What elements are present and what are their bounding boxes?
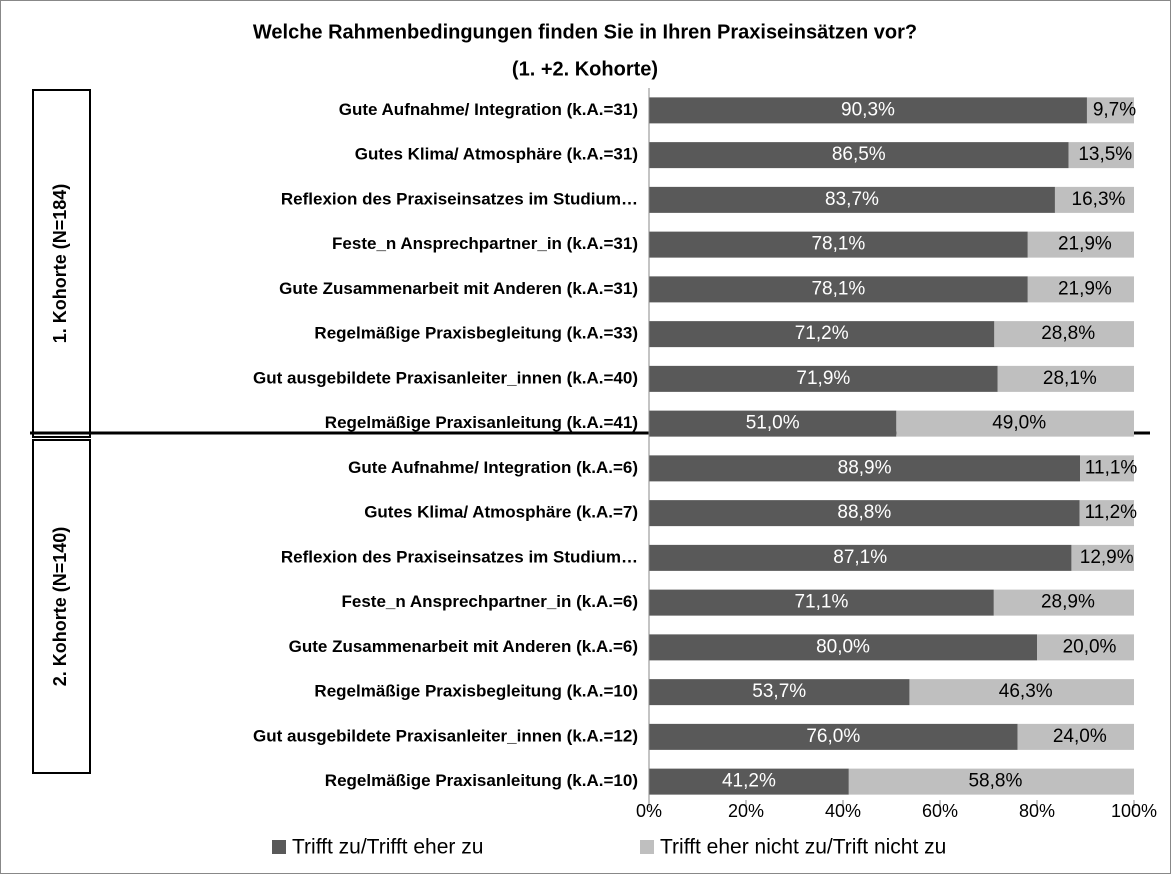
value-label: 28,1% — [1043, 368, 1097, 389]
bar-segment — [1068, 142, 1134, 169]
category-label: Reflexion des Praxiseinsatzes im Studium… — [281, 189, 638, 208]
bar-segment — [1054, 186, 1134, 213]
value-label: 16,3% — [1072, 189, 1126, 210]
value-label: 11,1% — [1085, 457, 1138, 478]
value-label: 87,1% — [833, 547, 887, 568]
bar-segment — [649, 589, 994, 616]
category-label: Gute Aufnahme/ Integration (k.A.=31) — [339, 100, 638, 119]
value-label: 83,7% — [825, 189, 879, 210]
group-label: 2. Kohorte (N=140) — [50, 527, 70, 687]
category-label: Gut ausgebildete Praxisanleiter_innen (k… — [253, 368, 638, 387]
category-label: Feste_n Ansprechpartner_in (k.A.=6) — [342, 592, 639, 611]
bar-segment — [1086, 97, 1134, 124]
value-label: 49,0% — [992, 413, 1046, 434]
bar-segment — [649, 142, 1069, 169]
x-tick-label: 20% — [728, 801, 764, 821]
value-label: 88,8% — [837, 502, 891, 523]
bar-segment — [649, 768, 849, 795]
value-label: 12,9% — [1080, 547, 1134, 568]
value-label: 51,0% — [746, 413, 800, 434]
value-label: 76,0% — [806, 726, 860, 747]
category-label: Regelmäßige Praxisanleitung (k.A.=10) — [325, 771, 638, 790]
value-label: 86,5% — [832, 144, 886, 165]
bar-segment — [1027, 276, 1134, 303]
bar-segment — [649, 321, 995, 348]
bar-segment — [1017, 723, 1134, 750]
value-label: 9,7% — [1093, 99, 1136, 120]
group-box — [32, 439, 91, 774]
value-label: 71,1% — [794, 592, 848, 613]
category-label: Regelmäßige Praxisanleitung (k.A.=41) — [325, 413, 638, 432]
bar-segment — [1037, 634, 1134, 661]
bar-segment — [997, 365, 1134, 392]
legend-swatch — [272, 840, 286, 854]
bar-segment — [909, 679, 1134, 706]
value-label: 20,0% — [1063, 636, 1117, 657]
x-tick-label: 80% — [1019, 801, 1055, 821]
bar-segment — [649, 410, 897, 437]
value-label: 11,2% — [1085, 502, 1138, 523]
bar-segment — [649, 500, 1080, 527]
legend-swatch — [640, 840, 654, 854]
value-label: 80,0% — [816, 636, 870, 657]
value-label: 71,2% — [795, 323, 849, 344]
value-label: 24,0% — [1053, 726, 1107, 747]
bar-segment — [1079, 500, 1134, 527]
value-label: 71,9% — [796, 368, 850, 389]
bar-segment — [1071, 544, 1134, 571]
category-label: Feste_n Ansprechpartner_in (k.A.=31) — [332, 234, 638, 253]
value-label: 90,3% — [841, 99, 895, 120]
bar-segment — [649, 723, 1018, 750]
bar-segment — [1027, 231, 1134, 258]
group-box — [32, 89, 91, 438]
category-label: Gutes Klima/ Atmosphäre (k.A.=7) — [364, 503, 638, 522]
x-tick-label: 40% — [825, 801, 861, 821]
x-tick-label: 100% — [1111, 801, 1157, 821]
category-label: Gute Zusammenarbeit mit Anderen (k.A.=6) — [289, 637, 638, 656]
value-label: 46,3% — [999, 681, 1053, 702]
category-label: Gute Aufnahme/ Integration (k.A.=6) — [348, 458, 638, 477]
bar-segment — [848, 768, 1134, 795]
value-label: 88,9% — [838, 457, 892, 478]
value-label: 58,8% — [968, 771, 1022, 792]
bar-segment — [649, 634, 1037, 661]
value-label: 28,8% — [1041, 323, 1095, 344]
bar-segment — [994, 321, 1134, 348]
bar-segment — [649, 365, 998, 392]
value-label: 78,1% — [811, 234, 865, 255]
chart-subtitle: (1. +2. Kohorte) — [512, 58, 658, 80]
value-label: 21,9% — [1058, 234, 1112, 255]
category-label: Gut ausgebildete Praxisanleiter_innen (k… — [253, 726, 638, 745]
legend-label: Trifft zu/Trifft eher zu — [292, 836, 483, 859]
category-label: Regelmäßige Praxisbegleitung (k.A.=33) — [314, 324, 638, 343]
chart-title: Welche Rahmenbedingungen finden Sie in I… — [253, 21, 917, 43]
bar-segment — [649, 186, 1055, 213]
category-label: Gute Zusammenarbeit mit Anderen (k.A.=31… — [279, 279, 638, 298]
bar-segment — [649, 97, 1087, 124]
x-tick-label: 60% — [922, 801, 958, 821]
bar-segment — [649, 544, 1072, 571]
category-label: Regelmäßige Praxisbegleitung (k.A.=10) — [314, 682, 638, 701]
value-label: 28,9% — [1041, 592, 1095, 613]
group-label: 1. Kohorte (N=184) — [50, 184, 70, 344]
bar-segment — [649, 679, 910, 706]
bar-segment — [649, 276, 1028, 303]
bar-segment — [993, 589, 1134, 616]
bar-segment — [649, 455, 1081, 482]
category-label: Gutes Klima/ Atmosphäre (k.A.=31) — [355, 145, 638, 164]
x-tick-label: 0% — [636, 801, 662, 821]
bar-segment — [1080, 455, 1134, 482]
category-label: Reflexion des Praxiseinsatzes im Studium… — [281, 547, 638, 566]
legend-label: Trifft eher nicht zu/Trift nicht zu — [660, 836, 946, 859]
value-label: 53,7% — [752, 681, 806, 702]
bar-segment — [649, 231, 1028, 258]
value-label: 21,9% — [1058, 278, 1112, 299]
value-label: 78,1% — [811, 278, 865, 299]
value-label: 13,5% — [1078, 144, 1132, 165]
value-label: 41,2% — [722, 771, 776, 792]
bar-segment — [896, 410, 1134, 437]
